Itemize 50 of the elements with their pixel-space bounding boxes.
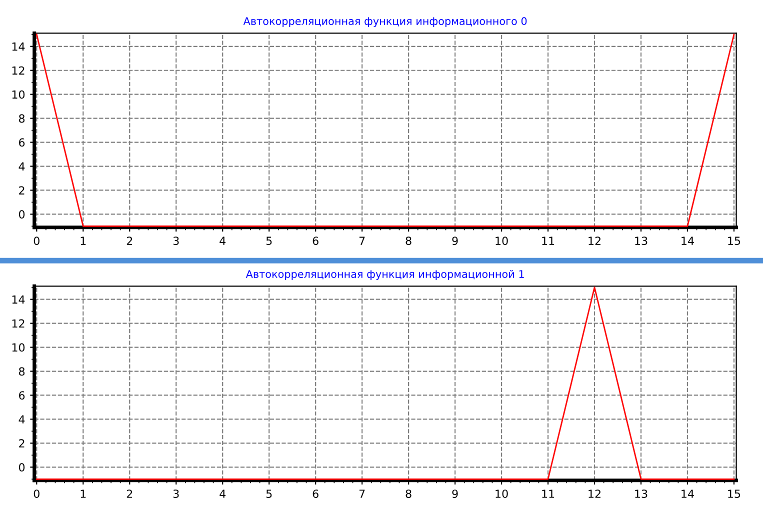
x-tick-label: 14 <box>682 236 694 245</box>
y-tick-label: 12 <box>12 319 24 328</box>
x-tick-label: 2 <box>126 490 132 498</box>
x-tick-label: 0 <box>34 236 40 246</box>
x-tick-label: 11 <box>542 236 554 245</box>
y-tick-label: 8 <box>18 367 25 376</box>
x-tick-label: 7 <box>359 490 365 498</box>
y-tick-label: 6 <box>19 138 25 147</box>
x-tick-label: 7 <box>359 236 365 245</box>
x-tick-label: 9 <box>452 236 458 246</box>
x-tick-label: 0 <box>34 490 40 498</box>
y-tick-label: 0 <box>18 463 25 472</box>
x-tick-label: 4 <box>220 490 226 498</box>
x-tick-label: 15 <box>728 490 740 498</box>
x-tick-label: 11 <box>542 490 554 498</box>
y-tick-label: 4 <box>18 415 25 424</box>
y-tick-label: 14 <box>12 295 25 304</box>
x-tick-label: 15 <box>728 236 740 246</box>
x-tick-label: 9 <box>452 490 458 498</box>
x-tick-label: 5 <box>266 236 272 246</box>
x-tick-label: 10 <box>496 490 508 498</box>
x-tick-label: 13 <box>635 490 648 498</box>
x-tick-label: 12 <box>588 236 600 245</box>
y-tick-label: 12 <box>12 66 24 75</box>
y-tick-label: 10 <box>12 343 25 352</box>
x-tick-label: 3 <box>173 236 179 246</box>
y-tick-label: 2 <box>19 439 24 448</box>
x-tick-label: 13 <box>635 236 648 246</box>
x-tick-label: 12 <box>588 490 600 498</box>
x-tick-label: 1 <box>80 236 86 245</box>
x-tick-label: 4 <box>220 236 226 245</box>
x-tick-label: 5 <box>266 490 272 498</box>
x-tick-label: 6 <box>312 490 318 498</box>
x-tick-label: 3 <box>173 490 179 498</box>
x-tick-label: 2 <box>126 236 132 245</box>
chart-title: Автокорреляционная функция информационного 0 <box>243 17 527 28</box>
y-tick-label: 8 <box>18 114 25 123</box>
chart-title: Автокорреляционная функция информационной 1 <box>246 270 524 280</box>
y-tick-label: 14 <box>12 42 25 51</box>
x-tick-label: 10 <box>496 236 508 246</box>
y-tick-label: 2 <box>19 186 24 194</box>
x-tick-label: 6 <box>312 236 318 246</box>
x-tick-label: 8 <box>406 236 412 246</box>
y-tick-label: 10 <box>12 90 25 99</box>
y-tick-label: 0 <box>18 210 25 219</box>
y-tick-label: 6 <box>19 391 25 400</box>
y-tick-label: 4 <box>18 162 25 170</box>
x-tick-label: 8 <box>406 490 412 498</box>
x-tick-label: 1 <box>80 490 86 498</box>
x-tick-label: 14 <box>682 490 694 498</box>
